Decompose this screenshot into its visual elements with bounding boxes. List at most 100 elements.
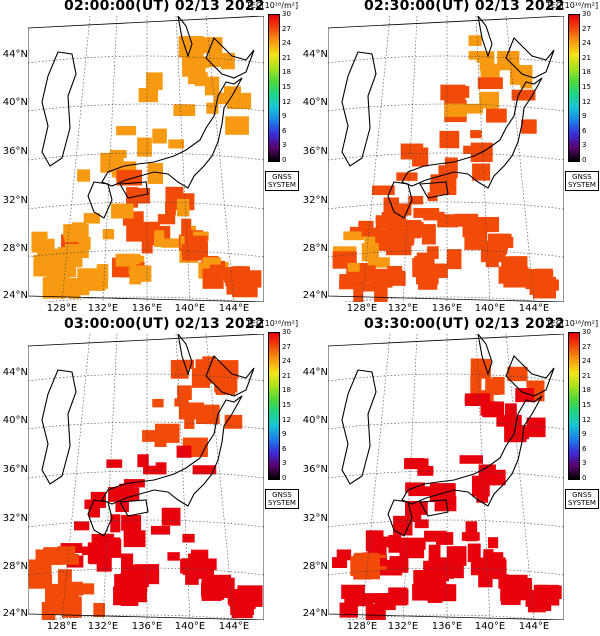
latitude-gridline [28, 152, 264, 161]
longitude-label: 132°E [387, 621, 419, 632]
tec-cell [109, 149, 127, 159]
tec-cell [421, 224, 436, 245]
latitude-gridline [328, 55, 564, 64]
longitude-gridline [361, 16, 391, 302]
tec-cell [206, 102, 219, 114]
tec-cell [61, 596, 82, 618]
tec-cell [142, 430, 160, 442]
tec-cell [57, 554, 79, 565]
latitude-label: 24°N [2, 608, 28, 619]
colorbar-tick-label: 15 [582, 401, 591, 409]
tec-cell [77, 169, 91, 182]
colorbar-tick-label: 0 [582, 156, 587, 164]
tec-cell [413, 577, 425, 589]
colorbar-tick-label: 9 [582, 430, 587, 439]
coastline-hokkaido [505, 355, 555, 397]
longitude-label: 128°E [346, 621, 378, 632]
map-frame [328, 334, 564, 620]
latitude-label: 40°N [302, 415, 328, 426]
longitude-label: 144°E [518, 303, 550, 314]
latitude-gridline [28, 519, 264, 528]
colorbar-tick-label: 30 [282, 328, 291, 336]
colorbar-title: TEC[10¹⁶/m²] [546, 319, 599, 328]
tec-cell [28, 573, 53, 589]
map-panel-2: 02:30:00(UT) 02/13 2022 TEC[10¹⁶/m²] GNS… [300, 0, 600, 318]
badge-line2: SYSTEM [568, 499, 596, 507]
tec-cell [504, 425, 527, 443]
tec-cell [400, 143, 424, 160]
badge-line2: SYSTEM [268, 181, 296, 189]
latitude-gridline [328, 567, 564, 576]
tec-cell [111, 203, 134, 219]
longitude-gridline [475, 334, 491, 620]
tec-cell [185, 65, 206, 75]
map-panel-4: 03:30:00(UT) 02/13 2022 TEC[10¹⁶/m²] GNS… [300, 316, 600, 636]
tec-cell [143, 465, 157, 475]
tec-cell [483, 549, 494, 562]
longitude-label: 140°E [474, 303, 506, 314]
coastline-shikoku [119, 181, 149, 199]
longitude-label: 140°E [174, 303, 206, 314]
colorbar-tick-label: 21 [282, 53, 291, 62]
latitude-gridline [28, 249, 264, 258]
tec-cell [177, 385, 192, 401]
colorbar-tick-label: 18 [582, 386, 591, 395]
tec-cell [126, 224, 144, 242]
tec-cell [470, 374, 482, 397]
colorbar-tick-label: 27 [282, 24, 291, 33]
latitude-gridline [328, 249, 564, 258]
tec-cell [192, 465, 217, 475]
latitude-label: 32°N [2, 195, 28, 206]
tec-cell [214, 374, 238, 393]
colorbar-tick-label: 27 [582, 342, 591, 351]
tec-cell [446, 546, 467, 566]
coastline-honshu [401, 77, 543, 189]
tec-cell [438, 165, 450, 182]
tec-cell [88, 502, 100, 518]
latitude-label: 28°N [302, 561, 328, 572]
colorbar-tick-label: 9 [282, 430, 287, 439]
coastline-korea [341, 369, 377, 485]
tec-cell [57, 569, 72, 587]
tec-cell [173, 104, 196, 117]
latitude-gridline [328, 152, 564, 161]
tec-cell [115, 253, 135, 267]
tec-cell [180, 559, 203, 574]
latitude-label: 44°N [2, 367, 28, 378]
longitude-gridline [505, 16, 535, 302]
gnss-system-badge: GNSS SYSTEM [565, 171, 599, 191]
coastline-kyushu [87, 181, 113, 219]
latitude-gridline [28, 103, 264, 112]
tec-cell [479, 557, 503, 567]
badge-line1: GNSS [272, 173, 292, 181]
latitude-label: 32°N [302, 195, 328, 206]
tec-cell [460, 103, 483, 114]
badge-line2: SYSTEM [268, 499, 296, 507]
tec-map [28, 334, 264, 620]
tec-cell [369, 536, 390, 548]
colorbar-tick-label: 18 [582, 68, 591, 77]
colorbar-tick-label: 24 [582, 39, 591, 48]
tec-cell [416, 252, 434, 261]
longitude-label: 132°E [87, 621, 119, 632]
tec-cell [424, 530, 447, 542]
tec-cell [408, 486, 432, 497]
tec-cell [359, 282, 381, 292]
tec-cell [84, 499, 97, 510]
colorbar-tick-label: 12 [282, 97, 291, 106]
latitude-label: 40°N [2, 97, 28, 108]
latitude-label: 28°N [2, 243, 28, 254]
tec-cell [509, 64, 533, 85]
tec-cell [45, 586, 63, 596]
tec-cell [463, 145, 488, 154]
latitude-label: 28°N [302, 243, 328, 254]
map-frame [28, 16, 264, 302]
tec-cell [204, 76, 220, 96]
colorbar-tick-label: 12 [282, 415, 291, 424]
badge-line1: GNSS [572, 173, 592, 181]
coastline-kyushu [87, 499, 113, 537]
latitude-gridline [28, 373, 264, 382]
longitude-label: 140°E [474, 621, 506, 632]
tec-cell [50, 248, 63, 263]
longitude-label: 144°E [518, 621, 550, 632]
